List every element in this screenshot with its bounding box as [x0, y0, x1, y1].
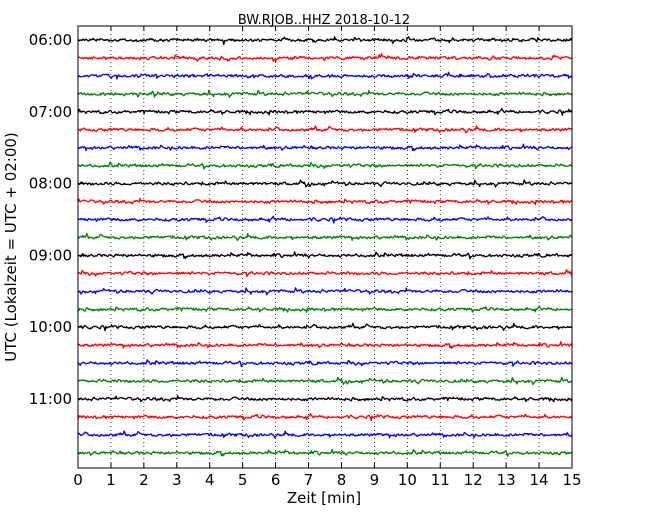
x-axis-label: Zeit [min]	[287, 489, 361, 507]
trace-line	[77, 197, 573, 206]
x-tick-label: 14	[530, 471, 549, 489]
x-tick-label: 12	[464, 471, 483, 489]
trace-line	[77, 125, 573, 134]
y-tick-label: 07:00	[29, 103, 72, 121]
trace-line	[77, 395, 573, 403]
y-tick-label: 06:00	[29, 31, 72, 49]
trace-line	[77, 53, 573, 63]
trace-line	[77, 89, 573, 98]
trace-line	[77, 269, 573, 278]
x-tick-label: 7	[304, 471, 314, 489]
y-tick-label: 08:00	[29, 175, 72, 193]
y-tick-label: 10:00	[29, 318, 72, 336]
trace-line	[77, 413, 573, 422]
trace-group	[77, 36, 573, 457]
x-tick-label: 5	[238, 471, 248, 489]
trace-line	[77, 448, 573, 457]
trace-line	[77, 251, 573, 260]
x-tick-label: 3	[172, 471, 182, 489]
x-tick-label: 11	[431, 471, 450, 489]
trace-line	[77, 232, 573, 242]
y-tick-label: 11:00	[29, 390, 72, 408]
trace-line	[78, 215, 573, 224]
trace-line	[77, 305, 573, 314]
x-tick-label: 10	[398, 471, 417, 489]
trace-line	[77, 107, 573, 116]
trace-line	[77, 161, 573, 170]
trace-line	[77, 71, 573, 80]
y-tick-label: 09:00	[29, 246, 72, 264]
x-tick-label: 6	[271, 471, 281, 489]
y-axis-label: UTC (Lokalzeit = UTC + 02:00)	[2, 132, 20, 362]
trace-line	[77, 376, 573, 386]
trace-line	[77, 36, 573, 46]
x-tick-label: 0	[73, 471, 83, 489]
x-tick-label: 4	[205, 471, 215, 489]
trace-line	[77, 430, 573, 439]
x-tick-label: 9	[370, 471, 380, 489]
trace-line	[77, 179, 573, 188]
trace-line	[77, 287, 572, 296]
trace-line	[77, 359, 573, 368]
trace-line	[77, 143, 573, 152]
x-tick-label: 8	[337, 471, 347, 489]
tick-group: 0 1 2 3 4 5 6 7 8 9 10 11 12 13 14 1506:0007:0008:0009:…	[29, 26, 582, 489]
trace-line	[77, 341, 573, 349]
chart-title: BW.RJOB..HHZ 2018-10-12	[238, 13, 410, 28]
x-tick-label: 1	[106, 471, 116, 489]
plot-frame	[77, 25, 573, 469]
x-tick-label: 2	[139, 471, 149, 489]
trace-line	[77, 322, 573, 332]
grid-lines	[110, 26, 540, 468]
x-tick-label: 15	[562, 471, 581, 489]
x-tick-label: 13	[497, 471, 516, 489]
